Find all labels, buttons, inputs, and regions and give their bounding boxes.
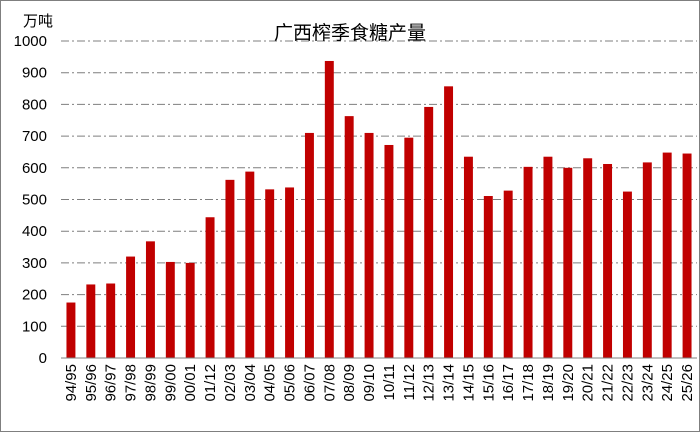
bar [404,137,414,358]
x-tick-label: 15/16 [480,364,497,402]
x-tick-label: 99/00 [162,364,179,402]
x-tick-label: 22/23 [619,364,636,402]
bar [185,262,195,358]
x-tick-label: 10/11 [381,364,398,400]
x-tick-label: 97/98 [123,364,140,402]
x-tick-label: 96/97 [103,364,120,402]
y-tick-label: 800 [22,96,47,113]
x-tick-label: 17/18 [520,364,537,402]
x-tick-label: 25/26 [679,364,696,402]
bar [364,132,374,358]
x-tick-label: 04/05 [262,364,279,402]
x-tick-label: 13/14 [441,364,458,402]
y-tick-label: 100 [22,318,47,335]
x-tick-label: 95/96 [83,364,100,402]
y-tick-label: 600 [22,160,47,177]
bar [66,302,76,358]
y-tick-label: 900 [22,65,47,82]
bar [424,106,434,358]
bar [205,217,215,358]
x-tick-label: 02/03 [222,364,239,402]
y-tick-label: 1000 [14,33,47,50]
x-tick-label: 05/06 [282,364,299,402]
bars [66,60,692,359]
bar [304,132,314,358]
y-tick-label: 200 [22,287,47,304]
x-tick-label: 18/19 [540,364,557,402]
bar [642,162,652,358]
bar [603,163,613,358]
chart-title: 广西榨季食糖产量 [274,22,426,44]
bar [563,167,573,358]
x-tick-label: 08/09 [341,364,358,402]
bar [225,179,235,358]
y-tick-label: 400 [22,223,47,240]
y-tick-label: 700 [22,128,47,145]
x-tick-label: 12/13 [421,364,438,402]
bar [583,158,593,358]
bar [543,156,553,358]
bar [86,284,96,358]
bar [444,86,454,359]
x-tick-label: 06/07 [301,364,318,402]
y-tick-label: 300 [22,255,47,272]
bar [324,60,334,358]
bar [682,153,692,358]
x-tick-label: 23/24 [639,364,656,402]
x-tick-label: 20/21 [580,364,597,402]
y-tick-labels: 0 100 200 300 400 500 600 700 800 900 1000 [14,33,47,367]
bar [523,166,533,358]
x-tick-label: 09/10 [361,364,378,402]
x-tick-label: 14/15 [460,364,477,402]
bar [145,241,155,358]
x-tick-label: 07/08 [321,364,338,402]
y-tick-label: 500 [22,192,47,209]
y-tick-label: 0 [39,350,47,367]
bar [463,156,473,358]
x-tick-label: 03/04 [242,364,259,402]
x-tick-label: 11/12 [401,364,418,400]
x-tick-label: 21/22 [600,364,617,402]
x-tick-label: 00/01 [182,364,199,402]
bar [503,190,513,358]
bar [265,189,275,358]
x-tick-label: 24/25 [659,364,676,402]
bar [285,187,295,358]
x-tick-label: 98/99 [142,364,159,402]
bar [245,171,255,358]
y-axis-unit: 万吨 [23,12,53,30]
bar [165,261,175,358]
x-tick-label: 19/20 [560,364,577,402]
x-tick-label: 94/95 [63,364,80,402]
gridlines [61,40,697,327]
bar [622,191,632,358]
bar [384,144,394,358]
x-tick-label: 16/17 [500,364,517,402]
bar [344,116,354,358]
bar [662,152,672,358]
x-tick-labels: 94/95 95/96 96/97 97/98 98/99 99/00 00/01 01/12… [63,364,696,402]
bar [126,256,136,358]
bar [483,196,493,358]
x-tick-label: 01/12 [202,364,219,402]
bar [106,283,116,358]
